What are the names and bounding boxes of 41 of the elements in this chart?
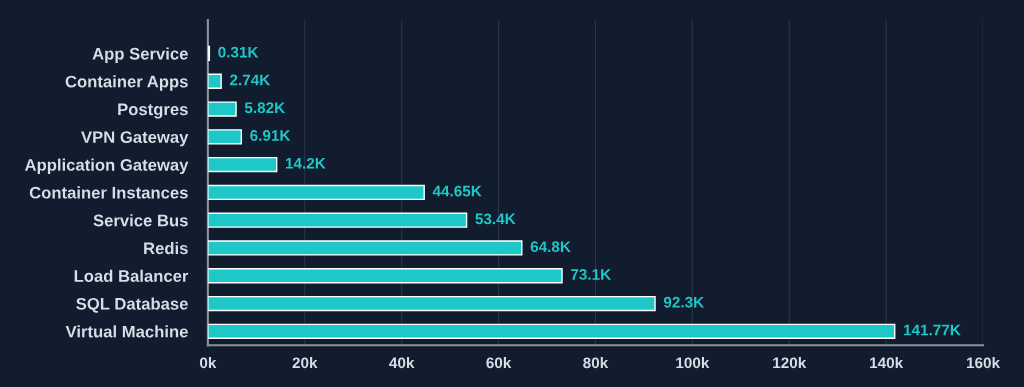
x-tick-label: 0k xyxy=(199,357,217,369)
bar xyxy=(207,323,896,339)
x-tick-label: 60k xyxy=(486,357,512,369)
data-label: 6.91K xyxy=(250,130,291,141)
y-tick-label: App Service xyxy=(92,47,188,63)
data-label: 0.31K xyxy=(218,46,259,58)
bar xyxy=(207,268,563,284)
x-tick-label: 120k xyxy=(773,357,807,369)
y-tick-label: Service Bus xyxy=(93,214,188,227)
y-tick-label: Container Apps xyxy=(65,75,188,91)
y-tick-label: Virtual Machine xyxy=(65,325,188,338)
y-tick-label: Load Balancer xyxy=(74,269,189,282)
data-label: 14.2K xyxy=(285,157,326,169)
bar xyxy=(207,184,425,201)
y-tick-label: VPN Gateway xyxy=(81,131,189,147)
bar xyxy=(207,101,237,117)
data-label: 141.77K xyxy=(904,324,961,336)
x-tick-label: 100k xyxy=(676,357,710,369)
x-tick-label: 140k xyxy=(870,357,904,369)
y-tick-label: Application Gateway xyxy=(24,158,189,175)
data-label: 53.4K xyxy=(475,213,516,225)
bar xyxy=(207,240,523,256)
x-tick-label: 40k xyxy=(389,357,415,369)
x-tick-label: 160k xyxy=(967,357,1001,369)
y-tick-label: Redis xyxy=(144,241,188,255)
data-label: 2.74K xyxy=(230,74,271,86)
data-label: 44.65K xyxy=(432,185,482,197)
bar xyxy=(207,295,656,312)
bar xyxy=(207,156,278,173)
y-tick-label: Container Instances xyxy=(29,186,188,199)
data-label: 73.1K xyxy=(571,269,611,280)
x-tick-label: 20k xyxy=(292,357,318,369)
data-label: 5.82K xyxy=(244,102,286,114)
data-label: 64.8K xyxy=(530,241,571,253)
bar xyxy=(207,73,222,89)
bar xyxy=(207,212,468,228)
y-tick-label: Postgres xyxy=(118,103,188,119)
y-tick-label: SQL Database xyxy=(76,297,188,313)
bar xyxy=(207,129,243,145)
data-label: 92.3K xyxy=(663,296,705,308)
x-tick-label: 80k xyxy=(583,357,609,369)
